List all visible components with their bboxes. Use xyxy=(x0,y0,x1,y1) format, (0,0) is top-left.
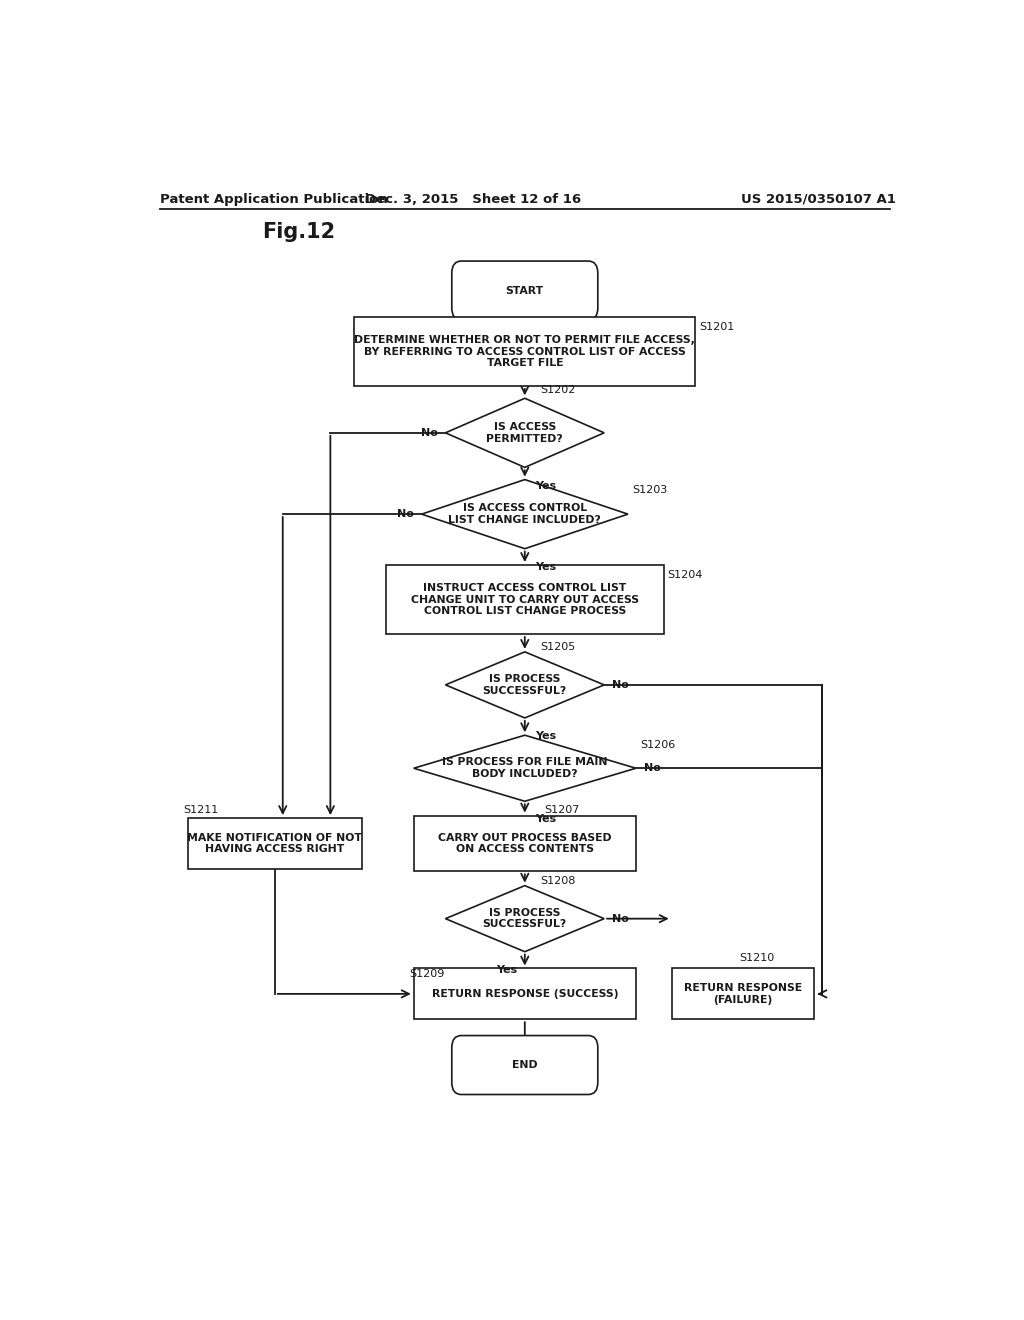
FancyBboxPatch shape xyxy=(452,1036,598,1094)
Text: S1208: S1208 xyxy=(541,875,577,886)
Bar xyxy=(672,969,814,1019)
Text: IS ACCESS
PERMITTED?: IS ACCESS PERMITTED? xyxy=(486,422,563,444)
Text: Patent Application Publication: Patent Application Publication xyxy=(160,193,387,206)
Text: S1202: S1202 xyxy=(541,385,577,395)
Text: No: No xyxy=(421,428,437,438)
Polygon shape xyxy=(414,735,636,801)
Text: Yes: Yes xyxy=(536,562,556,572)
Text: S1201: S1201 xyxy=(699,322,734,333)
Text: INSTRUCT ACCESS CONTROL LIST
CHANGE UNIT TO CARRY OUT ACCESS
CONTROL LIST CHANGE: INSTRUCT ACCESS CONTROL LIST CHANGE UNIT… xyxy=(411,583,639,616)
Text: IS PROCESS
SUCCESSFUL?: IS PROCESS SUCCESSFUL? xyxy=(482,675,567,696)
Polygon shape xyxy=(445,399,604,467)
Bar xyxy=(386,565,664,634)
Text: S1206: S1206 xyxy=(640,741,675,750)
Text: Yes: Yes xyxy=(536,814,556,825)
Text: S1210: S1210 xyxy=(739,953,774,964)
FancyBboxPatch shape xyxy=(452,261,598,319)
Text: S1205: S1205 xyxy=(541,642,575,652)
Text: IS ACCESS CONTROL
LIST CHANGE INCLUDED?: IS ACCESS CONTROL LIST CHANGE INCLUDED? xyxy=(449,503,601,525)
Text: Yes: Yes xyxy=(496,965,517,975)
Bar xyxy=(187,818,362,869)
Text: Dec. 3, 2015   Sheet 12 of 16: Dec. 3, 2015 Sheet 12 of 16 xyxy=(366,193,582,206)
Text: Yes: Yes xyxy=(536,731,556,741)
Text: S1211: S1211 xyxy=(183,805,219,814)
Bar xyxy=(414,816,636,871)
Polygon shape xyxy=(445,886,604,952)
Polygon shape xyxy=(422,479,628,549)
Bar xyxy=(414,969,636,1019)
Text: Yes: Yes xyxy=(536,480,556,491)
Text: RETURN RESPONSE
(FAILURE): RETURN RESPONSE (FAILURE) xyxy=(684,983,802,1005)
Bar xyxy=(354,317,695,385)
Text: Fig.12: Fig.12 xyxy=(262,222,335,242)
Text: S1204: S1204 xyxy=(668,570,703,579)
Text: RETURN RESPONSE (SUCCESS): RETURN RESPONSE (SUCCESS) xyxy=(431,989,618,999)
Text: S1207: S1207 xyxy=(545,805,580,816)
Text: CARRY OUT PROCESS BASED
ON ACCESS CONTENTS: CARRY OUT PROCESS BASED ON ACCESS CONTEN… xyxy=(438,833,611,854)
Text: END: END xyxy=(512,1060,538,1071)
Text: IS PROCESS
SUCCESSFUL?: IS PROCESS SUCCESSFUL? xyxy=(482,908,567,929)
Text: MAKE NOTIFICATION OF NOT
HAVING ACCESS RIGHT: MAKE NOTIFICATION OF NOT HAVING ACCESS R… xyxy=(187,833,362,854)
Text: No: No xyxy=(644,763,660,774)
Text: No: No xyxy=(612,913,629,924)
Text: US 2015/0350107 A1: US 2015/0350107 A1 xyxy=(741,193,896,206)
Polygon shape xyxy=(445,652,604,718)
Text: No: No xyxy=(397,510,414,519)
Text: DETERMINE WHETHER OR NOT TO PERMIT FILE ACCESS,
BY REFERRING TO ACCESS CONTROL L: DETERMINE WHETHER OR NOT TO PERMIT FILE … xyxy=(354,335,695,368)
Text: No: No xyxy=(612,680,629,690)
Text: S1203: S1203 xyxy=(632,484,668,495)
Text: START: START xyxy=(506,285,544,296)
Text: S1209: S1209 xyxy=(410,969,445,978)
Text: IS PROCESS FOR FILE MAIN
BODY INCLUDED?: IS PROCESS FOR FILE MAIN BODY INCLUDED? xyxy=(442,758,607,779)
